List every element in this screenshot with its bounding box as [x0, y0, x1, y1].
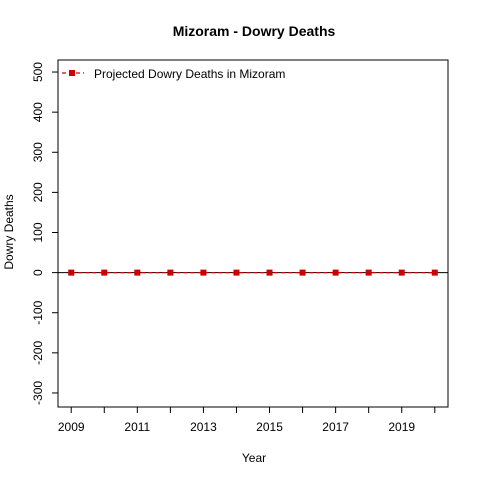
- y-tick-label: -200: [31, 341, 45, 365]
- legend-point-swatch: [69, 70, 75, 76]
- data-point: [332, 269, 339, 276]
- y-tick-label: 500: [31, 62, 45, 82]
- data-point: [431, 269, 438, 276]
- x-tick-label: 2015: [256, 420, 283, 434]
- data-point: [233, 269, 240, 276]
- x-tick-label: 2017: [322, 420, 349, 434]
- x-tick-label: 2011: [124, 420, 150, 434]
- data-point: [299, 269, 306, 276]
- y-tick-label: -300: [31, 381, 45, 405]
- x-axis: 2009 2011 2013 2015 2017 2019: [58, 406, 436, 434]
- data-point: [68, 269, 75, 276]
- x-tick-label: 2013: [190, 420, 217, 434]
- data-point: [167, 269, 174, 276]
- data-point: [266, 269, 273, 276]
- y-tick-label: 400: [31, 102, 45, 122]
- data-point: [200, 269, 207, 276]
- x-axis-label: Year: [242, 451, 266, 465]
- chart-title: Mizoram - Dowry Deaths: [173, 23, 336, 39]
- series-layer: [68, 269, 438, 276]
- y-axis-label: Dowry Deaths: [2, 194, 16, 269]
- data-point: [365, 269, 372, 276]
- x-tick-label: 2009: [58, 420, 85, 434]
- legend: Projected Dowry Deaths in Mizoram: [62, 67, 285, 81]
- data-point: [134, 269, 141, 276]
- y-tick-label: 300: [31, 142, 45, 162]
- legend-label: Projected Dowry Deaths in Mizoram: [94, 67, 285, 81]
- y-tick-label: -100: [31, 300, 45, 324]
- y-axis: -300 -200 -100 0 100 200 300 400 500: [31, 62, 59, 405]
- y-tick-label: 0: [31, 269, 45, 276]
- y-tick-label: 200: [31, 182, 45, 202]
- data-point: [398, 269, 405, 276]
- x-tick-label: 2019: [388, 420, 415, 434]
- data-point: [101, 269, 108, 276]
- y-tick-label: 100: [31, 222, 45, 242]
